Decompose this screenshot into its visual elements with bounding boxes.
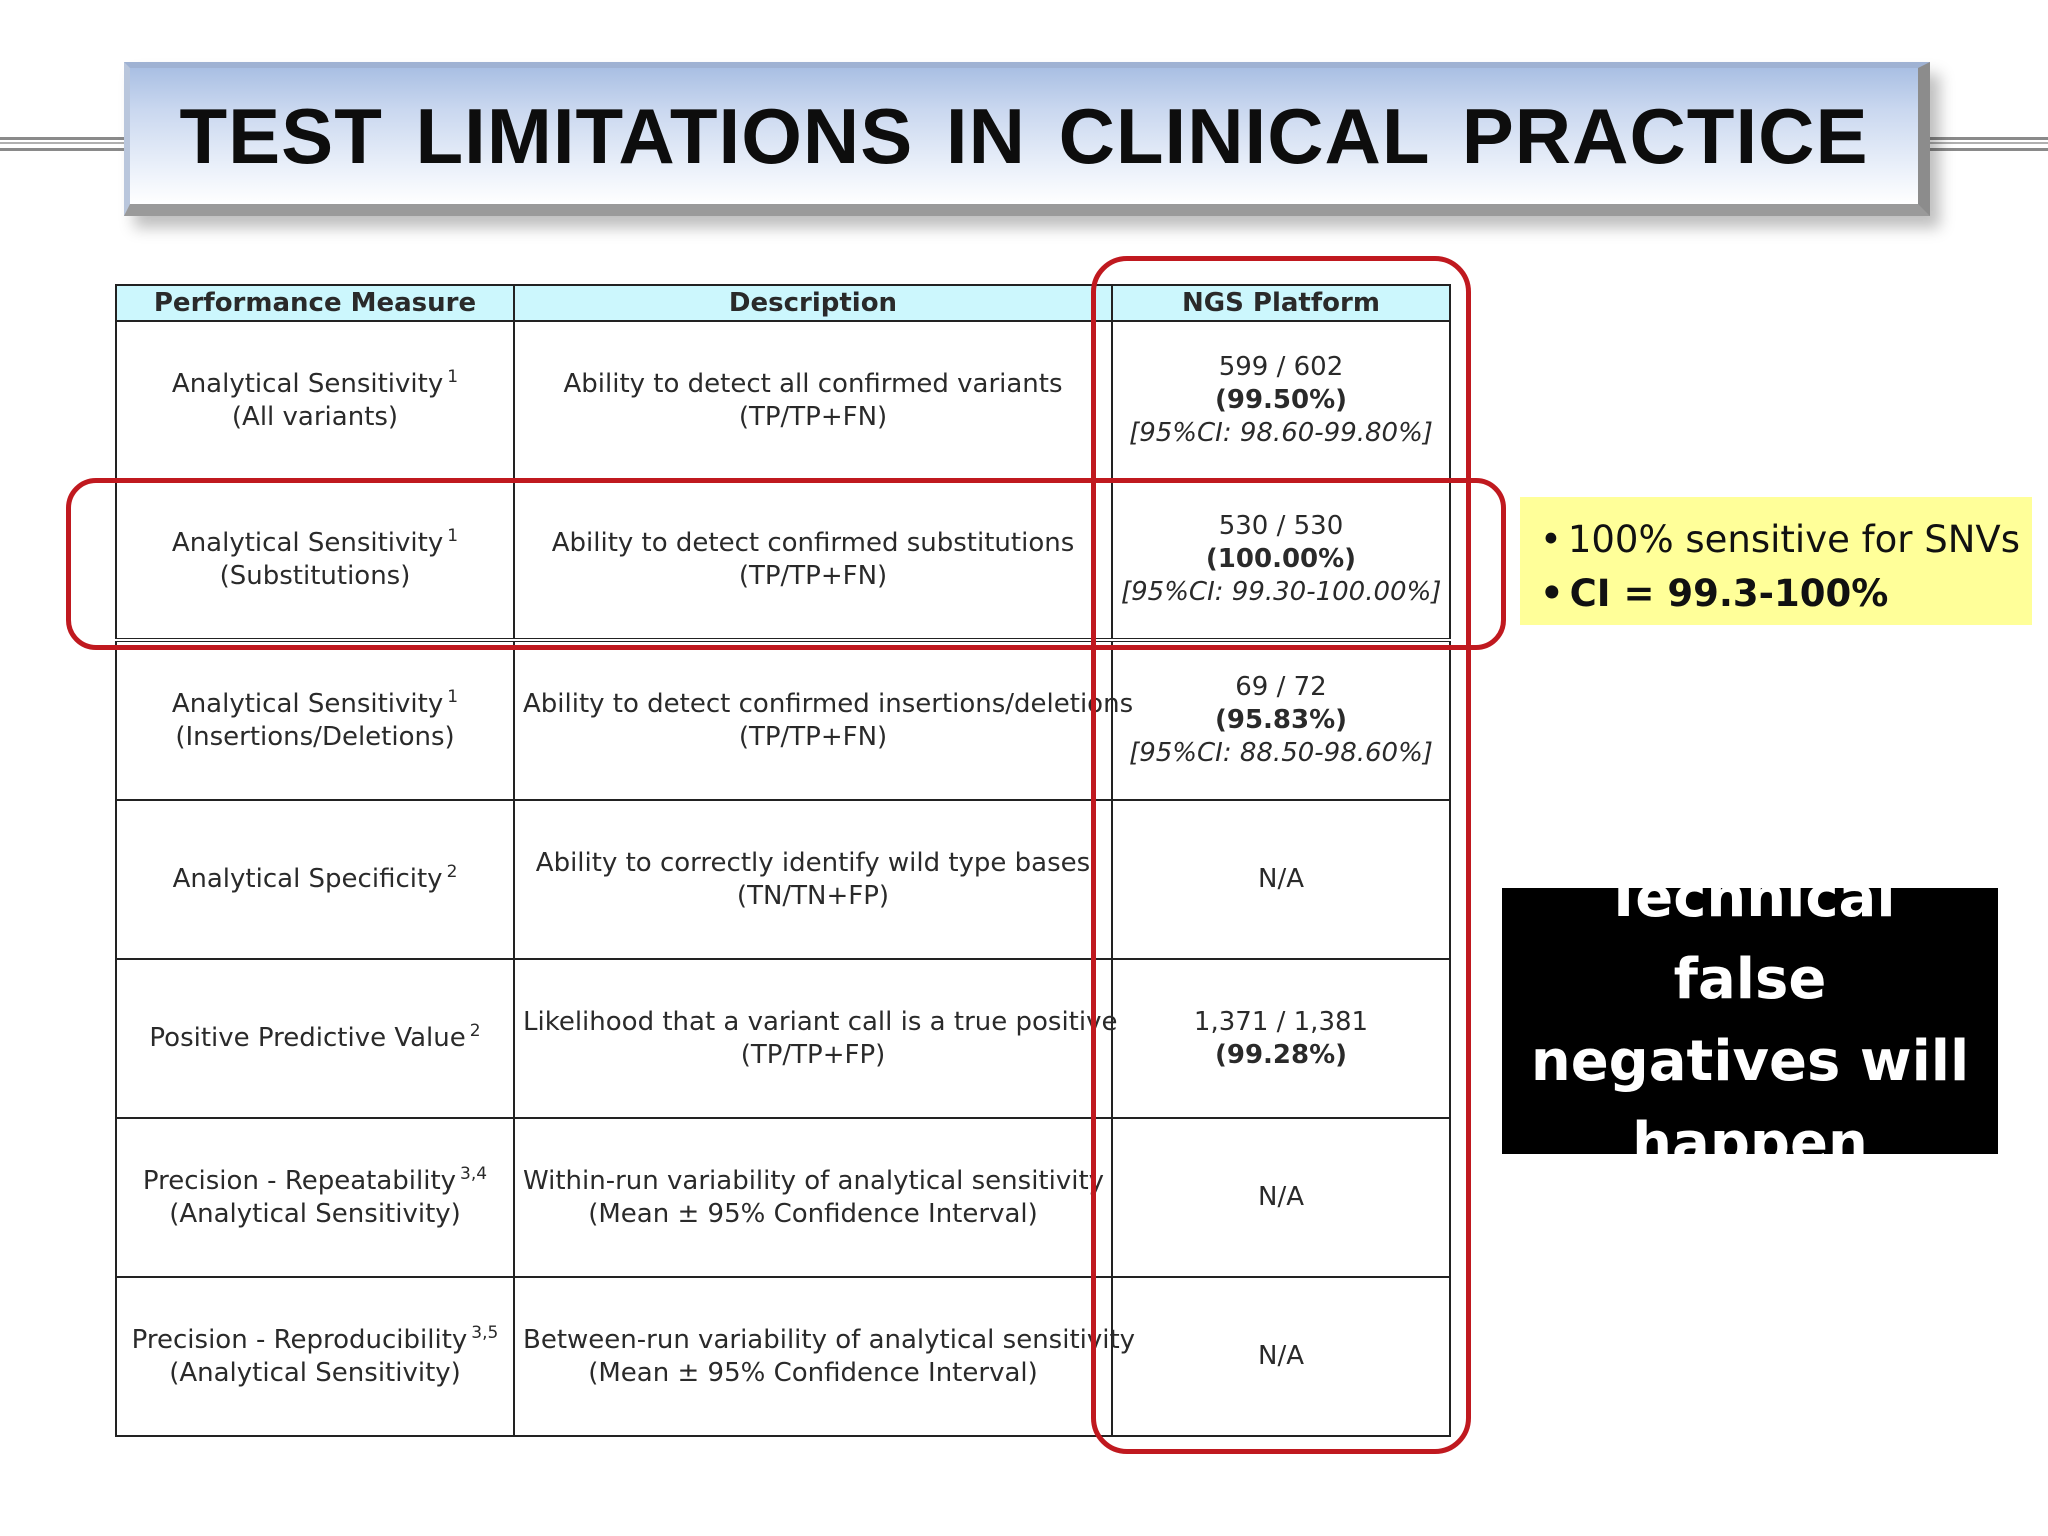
header-performance-measure: Performance Measure [115,284,515,322]
description-text: Ability to detect confirmed insertions/d… [523,688,1134,719]
measure-label: Analytical Sensitivity [171,688,444,719]
footnote-ref: 2 [469,1021,481,1042]
ngs-cell: N/A [1111,1276,1451,1437]
title-rule-left [0,137,124,151]
measure-sublabel: (Analytical Sensitivity) [169,1357,461,1388]
measure-cell: Analytical Sensitivity 1 (All variants) [115,320,515,481]
warning-text: Technical false negatives will happen [1530,865,1970,1176]
table-row: Positive Predictive Value 2 Likelihood th… [115,958,1451,1119]
table-header-row: Performance Measure Description NGS Plat… [115,284,1451,322]
measure-label: Positive Predictive Value [149,1023,466,1053]
measure-label: Analytical Sensitivity [171,368,444,399]
measure-cell: Analytical Sensitivity 1 (Insertions/Dele… [115,638,515,801]
ngs-cell: 599 / 602 (99.50%) [95%CI: 98.60-99.80%] [1111,320,1451,481]
table-row: Precision - Reproducibility 3,5 (Analytic… [115,1276,1451,1437]
measure-sublabel: (Analytical Sensitivity) [169,1198,461,1229]
performance-table: Performance Measure Description NGS Plat… [115,284,1451,1437]
table-row: Analytical Specificity 2 Ability to corre… [115,799,1451,960]
ngs-count: 1,371 / 1,381 [1193,1006,1369,1037]
ngs-percent: (95.83%) [1214,705,1348,735]
description-formula: (TP/TP+FN) [738,560,888,591]
description-text: Within-run variability of analytical sen… [523,1165,1105,1196]
footnote-ref: 1 [447,366,459,387]
ngs-count: 69 / 72 [1235,672,1327,702]
table-row: Analytical Sensitivity 1 (Substitutions) … [115,479,1451,641]
measure-cell: Precision - Repeatability 3,4 (Analytical… [115,1117,515,1278]
ngs-confidence-interval: [95%CI: 98.60-99.80%] [1129,418,1433,448]
measure-label: Analytical Sensitivity [171,527,444,558]
table-row: Precision - Repeatability 3,4 (Analytical… [115,1117,1451,1278]
ngs-cell: 1,371 / 1,381 (99.28%) [1111,958,1451,1119]
ngs-count: 530 / 530 [1218,511,1344,541]
ngs-cell: 530 / 530 (100.00%) [95%CI: 99.30-100.00… [1111,479,1451,641]
header-description: Description [513,284,1113,322]
description-cell: Ability to detect all confirmed variants… [513,320,1113,481]
description-cell: Ability to detect confirmed insertions/d… [513,638,1134,801]
ngs-confidence-interval: [95%CI: 88.50-98.60%] [1129,738,1433,768]
description-formula: (Mean ± 95% Confidence Interval) [588,1357,1038,1388]
measure-label: Analytical Specificity [172,864,443,894]
description-formula: (TN/TN+FP) [736,880,890,911]
measure-cell: Analytical Specificity 2 [115,799,515,960]
description-cell: Within-run variability of analytical sen… [513,1117,1113,1278]
measure-label: Precision - Reproducibility [131,1324,468,1355]
description-text: Ability to detect all confirmed variants [563,368,1063,399]
description-text: Ability to correctly identify wild type … [535,847,1091,878]
page-title: TEST LIMITATIONS IN CLINICAL PRACTICE [179,91,1869,180]
footnote-ref: 1 [447,525,459,546]
callout-item-text: 100% sensitive for SNVs [1567,518,2021,561]
measure-sublabel: (Insertions/Deletions) [175,721,455,752]
description-cell: Likelihood that a variant call is a true… [513,958,1118,1119]
table-row: Analytical Sensitivity 1 (All variants) A… [115,320,1451,481]
description-text: Likelihood that a variant call is a true… [523,1006,1118,1037]
footnote-ref: 3,5 [471,1322,499,1343]
footnote-ref: 3,4 [460,1163,488,1184]
false-negatives-box: Technical false negatives will happen [1502,865,1998,1176]
callout-item: • 100% sensitive for SNVs [1540,513,2032,567]
description-text: Between-run variability of analytical se… [523,1324,1136,1355]
ngs-cell: 69 / 72 (95.83%) [95%CI: 88.50-98.60%] [1111,638,1451,801]
ngs-confidence-interval: [95%CI: 99.30-100.00%] [1121,577,1442,607]
measure-cell: Analytical Sensitivity 1 (Substitutions) [115,479,515,641]
description-cell: Ability to detect confirmed substitution… [513,479,1113,641]
ngs-count: N/A [1258,1341,1304,1371]
measure-sublabel: (Substitutions) [219,560,411,591]
bullet-icon: • [1540,518,1562,561]
title-rule-right [1930,137,2048,151]
table-row: Analytical Sensitivity 1 (Insertions/Dele… [115,638,1451,801]
ngs-count: N/A [1258,864,1304,894]
callout-item: • CI = 99.3-100% [1540,567,2032,621]
measure-label: Precision - Repeatability [142,1165,457,1196]
ngs-percent: (99.50%) [1214,385,1348,415]
footnote-ref: 2 [446,862,458,883]
measure-cell: Precision - Reproducibility 3,5 (Analytic… [115,1276,515,1437]
ngs-percent: (100.00%) [1205,544,1357,574]
title-banner: TEST LIMITATIONS IN CLINICAL PRACTICE [124,62,1930,216]
description-formula: (TP/TP+FN) [738,721,888,752]
measure-cell: Positive Predictive Value 2 [115,958,515,1119]
ngs-count: 599 / 602 [1218,352,1344,382]
description-formula: (TP/TP+FN) [738,401,888,432]
header-ngs-platform: NGS Platform [1111,284,1451,322]
ngs-cell: N/A [1111,799,1451,960]
sensitivity-callout: • 100% sensitive for SNVs • CI = 99.3-100% [1520,497,2032,625]
bullet-icon: • [1540,572,1564,615]
description-cell: Between-run variability of analytical se… [513,1276,1136,1437]
description-text: Ability to detect confirmed substitution… [551,527,1075,558]
ngs-cell: N/A [1111,1117,1451,1278]
ngs-count: N/A [1258,1182,1304,1212]
callout-item-text: CI = 99.3-100% [1569,572,1889,615]
ngs-percent: (99.28%) [1214,1039,1348,1070]
description-cell: Ability to correctly identify wild type … [513,799,1113,960]
description-formula: (Mean ± 95% Confidence Interval) [588,1198,1038,1229]
description-formula: (TP/TP+FP) [740,1039,886,1070]
footnote-ref: 1 [447,686,459,707]
measure-sublabel: (All variants) [231,401,399,432]
